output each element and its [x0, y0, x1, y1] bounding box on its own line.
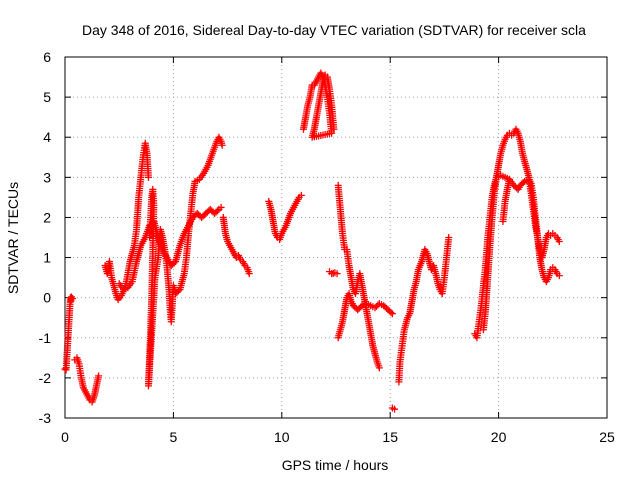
data-point-sat-d	[217, 203, 225, 211]
y-tick-label: 3	[43, 169, 51, 185]
data-point-sat-p	[505, 175, 513, 183]
data-point-sat-j	[375, 364, 383, 372]
data-point-sat-n	[555, 272, 563, 280]
data-point-sat-c	[144, 173, 152, 181]
y-tick-label: 0	[43, 290, 51, 306]
data-point-sat-g	[297, 191, 305, 199]
data-point-sat-a	[69, 294, 77, 302]
data-point-sat-k	[387, 308, 395, 316]
data-point-sat-a	[61, 365, 69, 373]
x-axis-label: GPS time / hours	[282, 457, 389, 473]
y-tick-label: 5	[43, 89, 51, 105]
x-tick-label: 5	[170, 429, 178, 445]
data-point-sat-a	[68, 293, 76, 301]
y-tick-label: 1	[43, 250, 51, 266]
x-tick-label: 15	[382, 429, 398, 445]
plot-frame	[64, 56, 608, 419]
x-tick-labels: 0 5 10 15 20 25	[61, 429, 615, 445]
data-point-sat-m	[445, 234, 453, 241]
data-point-sat-f	[245, 270, 253, 278]
y-tick-labels: -3 -2 -1 0 1 2 3 4 5 6	[39, 49, 52, 426]
data-point-sat-o	[555, 238, 563, 246]
data-point-sat-d	[213, 207, 221, 215]
x-tick-label: 10	[274, 429, 290, 445]
chart-title: Day 348 of 2016, Sidereal Day-to-day VTE…	[82, 22, 586, 38]
data-point-sat-h	[330, 125, 338, 133]
x-tick-label: 25	[599, 429, 615, 445]
data-point-sat-k	[357, 303, 365, 311]
data-point-sat-l	[391, 405, 399, 413]
data-point-sat-e	[218, 141, 226, 149]
data-point-sat-n	[519, 179, 527, 187]
y-tick-label: 4	[43, 129, 51, 145]
data-point-sat-k	[388, 310, 396, 318]
x-tick-label: 20	[491, 429, 507, 445]
y-tick-label: 6	[43, 49, 51, 65]
y-tick-label: -2	[39, 370, 52, 386]
y-tick-label: 2	[43, 209, 51, 225]
y-tick-label: -1	[39, 330, 52, 346]
data-point-sat-i	[333, 270, 341, 278]
y-tick-label: -3	[39, 410, 52, 426]
data-markers	[61, 69, 563, 413]
y-axis-label: SDTVAR / TECUs	[5, 182, 21, 294]
x-tick-label: 0	[61, 429, 69, 445]
data-point-sat-b	[95, 372, 103, 380]
